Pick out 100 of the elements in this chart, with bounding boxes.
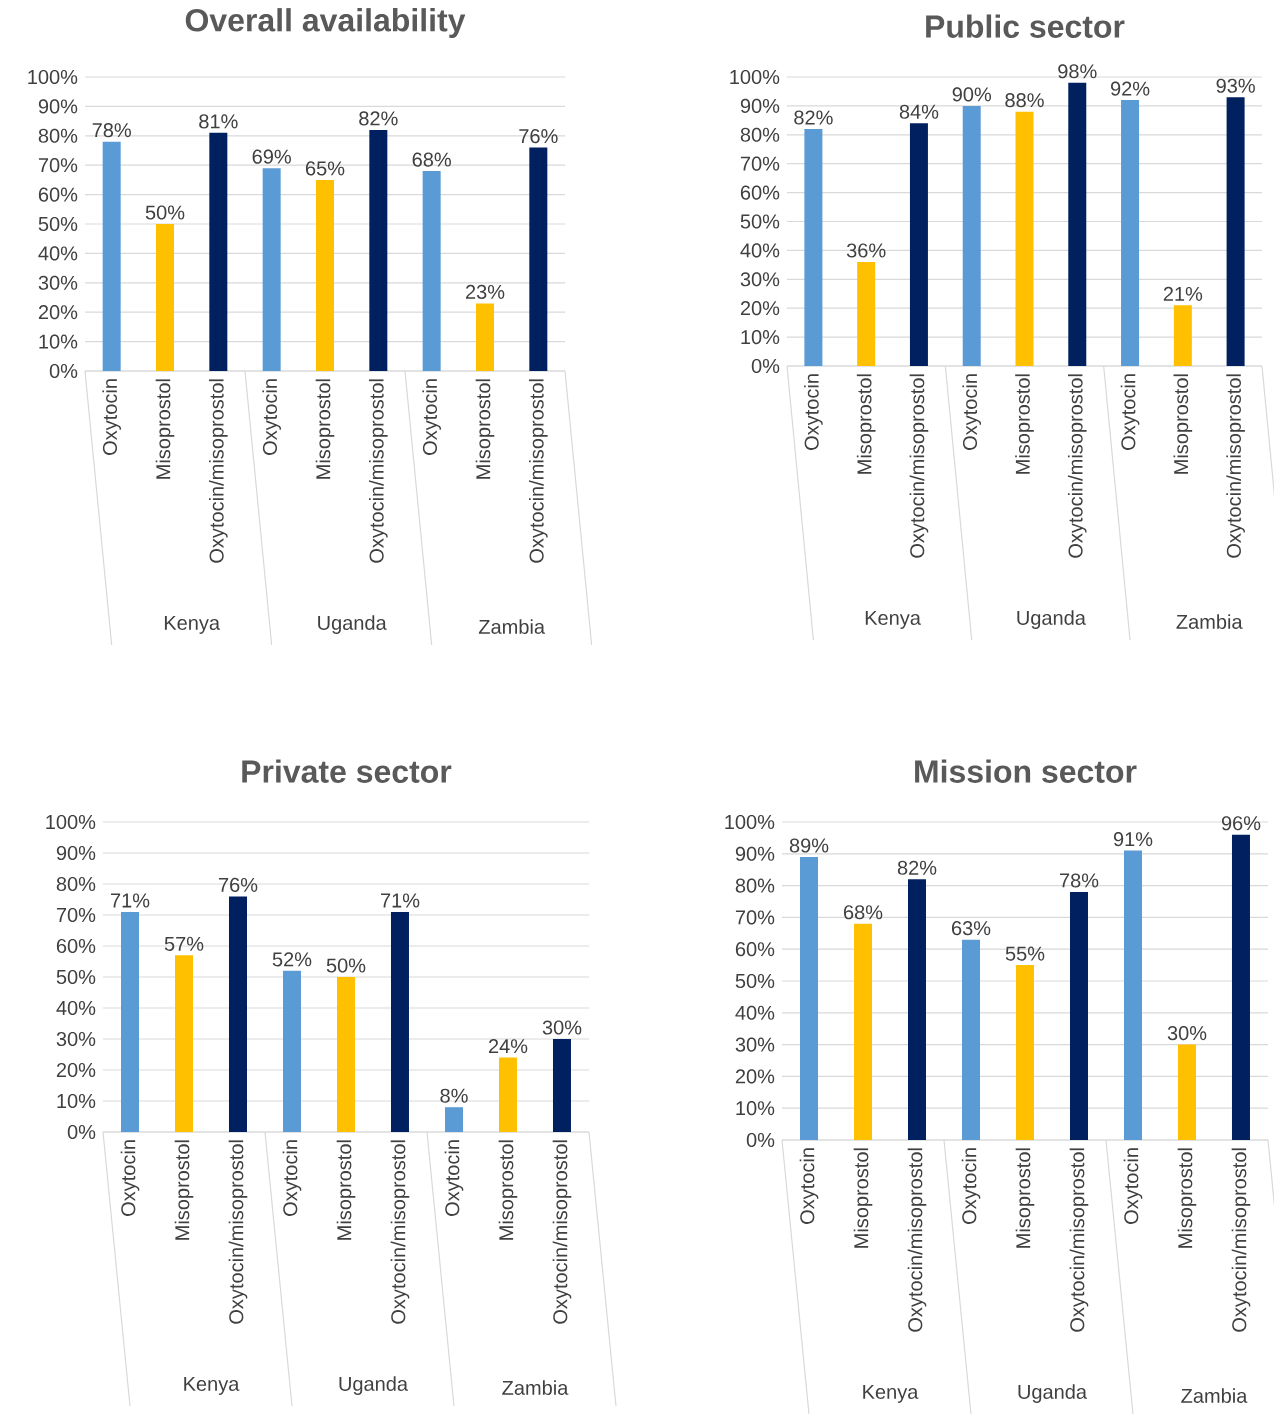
data-label: 90% [952,87,992,102]
data-label: 69% [252,149,291,164]
y-tick-label: 70% [735,910,775,925]
data-label: 91% [1113,832,1153,847]
x-tick-label: Misoprostol [174,1140,194,1240]
bar [854,923,872,1140]
bar [552,1038,571,1132]
bar [209,132,228,371]
bar [1173,305,1192,366]
data-label: 81% [199,114,238,129]
bar [1015,111,1034,366]
bar [908,879,926,1140]
x-tick-label: Oxytocin/misoprostol [909,374,929,558]
data-label: 78% [1060,873,1099,888]
x-tick-label: Oxytocin/misoprostol [209,379,228,563]
x-tick-label: Misoprostol [1177,1148,1197,1248]
bar [336,977,355,1132]
y-tick-label: 60% [38,187,78,202]
y-tick-label: 90% [735,846,775,861]
data-label: 57% [164,936,204,951]
y-tick-label: 30% [740,272,780,287]
y-tick-label: 0% [49,363,78,379]
y-tick-label: 50% [735,973,775,989]
bar [121,911,139,1132]
text: Kenya [164,616,221,634]
x-tick-label: Oxytocin [120,1140,140,1216]
data-label: 65% [305,161,345,176]
y-tick-label: 0% [751,358,780,374]
bar [475,303,494,371]
y-tick-label: 90% [38,99,78,114]
bar [909,123,928,366]
x-tick-label: Oxytocin/misoprostol [1067,374,1087,558]
data-label: 82% [359,111,398,126]
y-tick-label: 20% [56,1062,96,1078]
x-tick-label: Oxytocin/misoprostol [529,379,548,563]
data-label: 63% [951,921,991,936]
text: Kenya [184,1377,240,1395]
data-label: 30% [1167,1026,1207,1041]
data-label: 96% [1221,816,1261,831]
y-tick-label: 0% [67,1124,96,1140]
bar [262,168,281,371]
x-tick-label: Oxytocin [962,374,982,450]
y-tick-label: 30% [38,275,78,290]
y-tick-label: 60% [735,942,775,957]
data-label: 71% [381,893,420,908]
x-tick-label: Oxytocin/misoprostol [552,1140,572,1324]
text: Uganda [1018,1384,1088,1403]
y-tick-label: 90% [56,845,96,861]
data-label: 84% [899,104,939,119]
data-label: 82% [897,860,937,875]
y-tick-label: 70% [56,907,96,923]
y-tick-label: 40% [38,246,78,261]
bar [962,105,981,366]
bar [390,911,409,1132]
y-tick-label: 100% [730,69,780,85]
bar [1068,82,1087,366]
data-label: 68% [412,152,451,167]
x-tick-label: Oxytocin [262,379,281,455]
x-tick-label: Misoprostol [1015,374,1034,474]
data-label: 89% [789,838,829,853]
bar [1226,97,1245,366]
bar [369,129,388,371]
x-tick-label: Misoprostol [475,379,495,479]
text: Zambia [1181,1388,1248,1403]
data-label: 30% [542,1020,582,1035]
x-tick-label: Oxytocin/misoprostol [1231,1148,1251,1332]
x-tick-label: Oxytocin [1123,1148,1143,1224]
x-tick-label: Oxytocin/misoprostol [907,1148,927,1332]
text: Zambia [1176,614,1243,629]
data-label: 93% [1216,78,1255,93]
bar [800,856,818,1140]
text: Uganda [339,1376,409,1395]
bar [155,224,174,371]
x-tick-label: Oxytocin [282,1140,302,1216]
bar [282,970,301,1132]
bar [1015,965,1034,1140]
x-tick-label: Oxytocin [422,379,441,455]
y-tick-label: 50% [740,214,780,229]
chart-title: Overall availability [185,8,466,38]
bar [444,1107,463,1132]
y-tick-label: 0% [746,1132,775,1148]
x-tick-label: Misoprostol [315,379,335,479]
y-tick-label: 60% [56,938,96,954]
y-tick-label: 50% [38,216,78,232]
y-tick-label: 40% [735,1005,775,1020]
y-tick-label: 80% [740,127,780,142]
data-label: 21% [1163,286,1203,301]
x-tick-label: Misoprostol [856,374,876,474]
text: Kenya [863,1385,919,1403]
data-label: 88% [1005,93,1044,108]
y-tick-label: 40% [56,1000,96,1016]
text: Uganda [1017,610,1086,629]
bar [498,1057,517,1132]
x-tick-label: Oxytocin [799,1148,819,1224]
data-label: 36% [846,243,886,258]
x-tick-label: Oxytocin/misoprostol [369,379,388,563]
data-label: 52% [272,952,312,967]
y-tick-label: 30% [56,1031,96,1047]
y-tick-label: 90% [740,98,780,113]
y-tick-label: 100% [725,814,775,830]
